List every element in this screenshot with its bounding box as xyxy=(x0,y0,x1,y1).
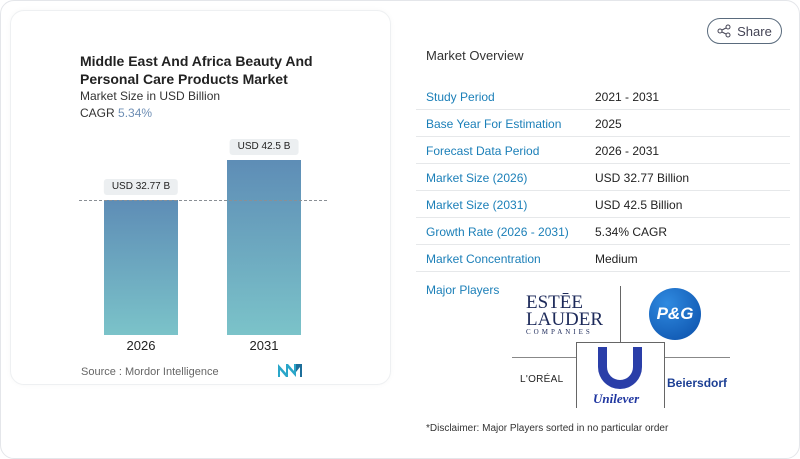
chart-title: Middle East And Africa Beauty And Person… xyxy=(80,53,313,87)
row-value: USD 32.77 Billion xyxy=(595,171,690,185)
row-label: Study Period xyxy=(426,90,495,104)
share-button[interactable]: Share xyxy=(707,18,782,44)
data-label: USD 32.77 B xyxy=(103,179,179,196)
overview-row: Market Concentration Medium xyxy=(416,245,790,272)
mordor-logo-icon xyxy=(278,364,302,377)
major-players-label: Major Players xyxy=(426,283,500,297)
overview-row: Market Size (2026) USD 32.77 Billion xyxy=(416,164,790,191)
logo-estee-lauder: ESTĒE LAUDER COMPANIES xyxy=(526,292,604,336)
row-value: 2021 - 2031 xyxy=(595,90,660,104)
logo-pg: P&G xyxy=(649,288,701,340)
overview-row: Growth Rate (2026 - 2031) 5.34% CAGR xyxy=(416,218,790,245)
row-label: Growth Rate (2026 - 2031) xyxy=(426,225,569,239)
row-value: Medium xyxy=(595,252,638,266)
row-label: Market Size (2026) xyxy=(426,171,528,185)
x-tick-label: 2031 xyxy=(249,338,279,353)
reference-dashed-line xyxy=(79,200,327,201)
row-value: 2025 xyxy=(595,117,622,131)
logo-unilever: Unilever xyxy=(593,391,640,406)
share-label: Share xyxy=(737,23,772,39)
overview-row: Study Period 2021 - 2031 xyxy=(416,83,790,110)
overview-row: Forecast Data Period 2026 - 2031 xyxy=(416,137,790,164)
row-label: Forecast Data Period xyxy=(426,144,540,158)
bar-2026 xyxy=(104,200,178,335)
row-label: Base Year For Estimation xyxy=(426,117,562,131)
data-label: USD 42.5 B xyxy=(229,139,299,155)
row-value: 5.34% CAGR xyxy=(595,225,668,239)
chart-source: Source : Mordor Intelligence xyxy=(81,366,219,378)
row-label: Market Size (2031) xyxy=(426,198,528,212)
chart-subtitle: Market Size in USD Billion xyxy=(80,89,221,103)
disclaimer: *Disclaimer: Major Players sorted in no … xyxy=(426,423,669,434)
share-icon xyxy=(717,24,731,38)
cagr: CAGR 5.34% xyxy=(80,106,152,120)
overview-row: Base Year For Estimation 2025 xyxy=(416,110,790,137)
row-value: 2026 - 2031 xyxy=(595,144,660,158)
overview-title: Market Overview xyxy=(426,48,524,63)
logo-loreal: L'ORÉAL xyxy=(520,374,564,385)
x-tick-label: 2026 xyxy=(126,338,156,353)
divider xyxy=(620,286,621,342)
row-value: USD 42.5 Billion xyxy=(595,198,683,212)
row-label: Market Concentration xyxy=(426,252,541,266)
chart-card xyxy=(10,10,391,385)
logo-unilever-u xyxy=(598,347,642,389)
bar-2031 xyxy=(227,160,301,335)
overview-row: Market Size (2031) USD 42.5 Billion xyxy=(416,191,790,218)
logo-beiersdorf: Beiersdorf xyxy=(667,376,728,390)
cagr-label: CAGR xyxy=(80,106,115,120)
cagr-value: 5.34% xyxy=(118,106,153,120)
